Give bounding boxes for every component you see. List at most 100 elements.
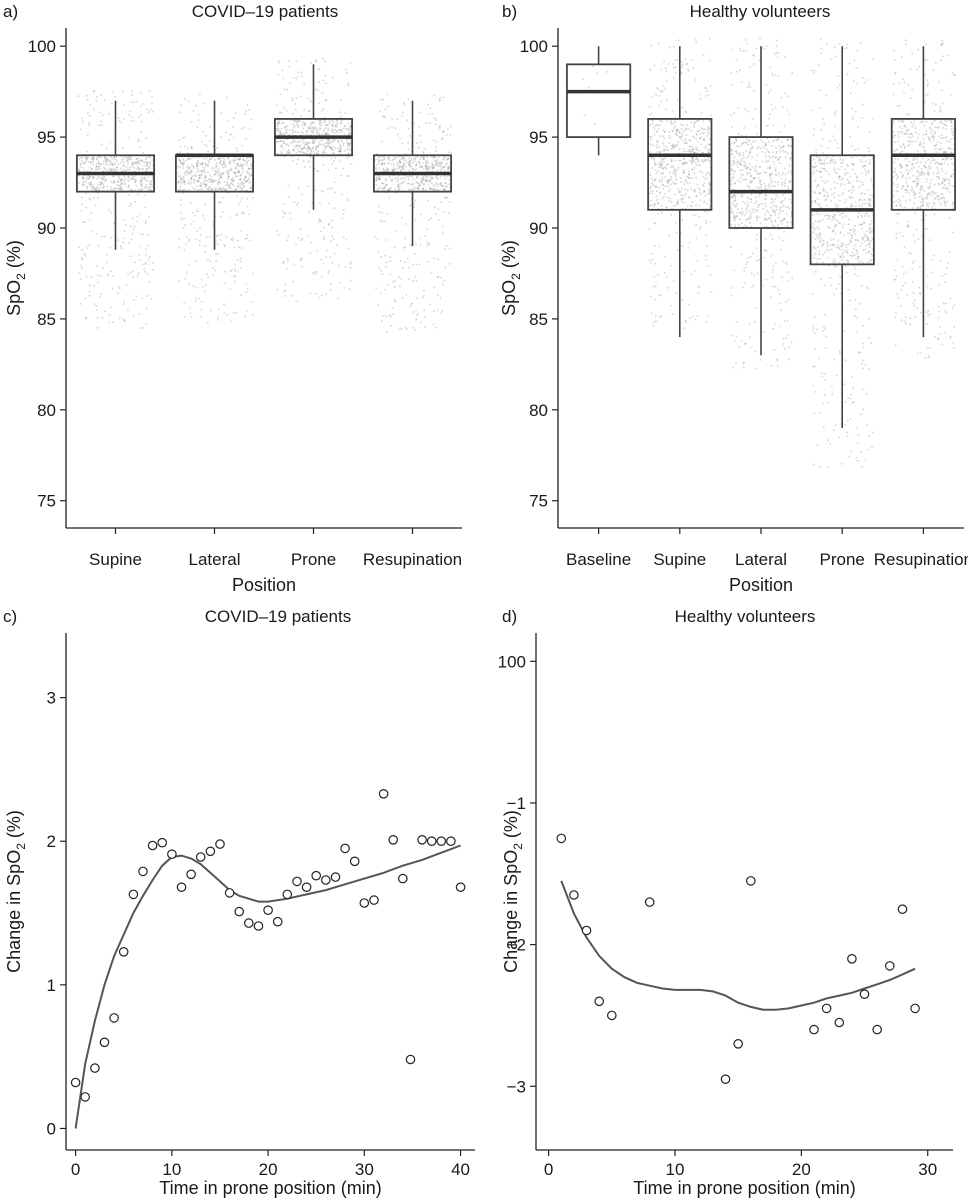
jitter-point [281,69,283,72]
jitter-point [682,150,685,153]
jitter-point [136,220,139,223]
jitter-point [931,129,933,131]
jitter-point [668,131,670,133]
jitter-point [298,120,301,122]
jitter-point [825,335,828,338]
jitter-point [785,179,787,181]
jitter-point [304,123,307,126]
jitter-point [132,177,135,180]
jitter-point [108,209,110,211]
jitter-point [868,244,870,246]
jitter-point [395,167,398,170]
jitter-point [99,182,102,184]
jitter-point [826,214,829,217]
jitter-point [410,189,412,191]
jitter-point [917,48,919,51]
jitter-point [657,88,660,91]
jitter-point [779,220,782,223]
jitter-point [127,272,129,275]
jitter-point [849,397,852,400]
jitter-point [84,255,87,257]
jitter-point [790,157,793,159]
jitter-point [871,238,874,240]
jitter-point [392,170,394,173]
jitter-point [381,211,383,214]
jitter-point [222,196,225,199]
jitter-point [819,205,822,208]
jitter-point [671,145,674,147]
jitter-point [744,162,747,165]
jitter-point [123,301,125,303]
jitter-point [667,190,670,193]
jitter-point [742,366,745,369]
jitter-point [840,241,843,244]
jitter-point [812,327,815,329]
jitter-point [242,157,244,160]
jitter-point [387,189,389,191]
jitter-point [152,110,154,113]
jitter-point [863,215,866,217]
jitter-point [682,197,684,200]
jitter-point [745,39,747,41]
jitter-point [238,170,240,173]
jitter-point [220,187,222,190]
jitter-point [192,156,194,159]
jitter-point [440,182,442,184]
jitter-point [770,219,773,222]
jitter-point [753,170,756,172]
jitter-point [764,189,767,191]
jitter-point [691,161,694,163]
jitter-point [654,124,657,127]
jitter-point [826,245,829,248]
jitter-point [763,256,765,259]
jitter-point [769,89,772,91]
jitter-point [752,177,755,180]
jitter-point [97,191,99,194]
jitter-point [659,152,661,155]
jitter-point [868,224,871,226]
jitter-point [227,157,229,160]
jitter-point [678,148,681,150]
jitter-point [689,204,692,207]
jitter-point [822,261,824,264]
jitter-point [202,162,204,164]
jitter-point [194,179,196,182]
jitter-point [220,160,222,162]
jitter-point [403,247,405,249]
jitter-point [818,204,821,206]
jitter-point [688,128,690,130]
jitter-point [650,139,652,141]
jitter-point [198,297,201,300]
jitter-point [311,141,314,144]
jitter-point [128,158,130,161]
jitter-point [296,131,299,133]
jitter-point [326,249,328,252]
jitter-point [845,246,848,249]
jitter-point [685,63,688,66]
jitter-point [88,290,91,293]
jitter-point [685,321,687,323]
jitter-point [142,233,144,236]
jitter-point [408,266,411,269]
jitter-point [752,252,754,255]
jitter-point [144,248,147,250]
jitter-point [861,238,864,241]
jitter-point [333,160,335,162]
jitter-point [790,341,793,344]
jitter-point [330,157,333,160]
jitter-point [429,107,432,109]
jitter-point [709,221,712,223]
jitter-point [122,318,124,320]
jitter-point [923,165,925,167]
jitter-point [900,167,902,169]
jitter-point [843,256,845,258]
jitter-point [832,230,834,233]
jitter-point [837,220,839,222]
jitter-point [80,166,82,168]
jitter-point [743,361,745,364]
jitter-point [650,182,653,185]
jitter-point [931,205,934,208]
jitter-point [408,160,410,163]
jitter-point [282,77,285,80]
jitter-point [731,209,734,212]
